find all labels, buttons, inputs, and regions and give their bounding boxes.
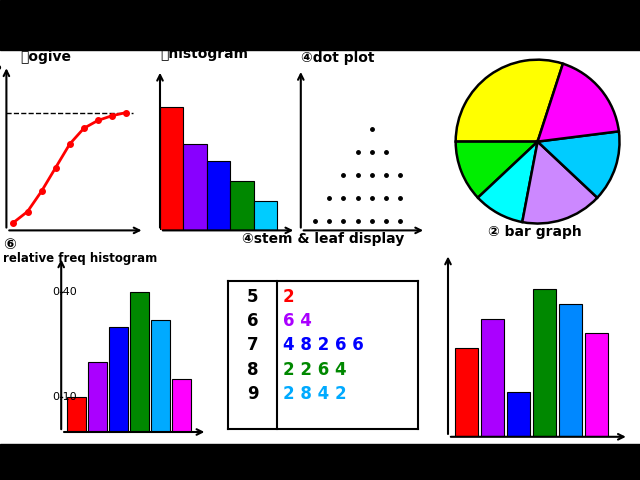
Text: 0.10: 0.10 [52, 392, 77, 402]
Bar [67, 397, 86, 432]
Wedge shape [538, 132, 620, 198]
Bar [586, 334, 607, 437]
Bar [184, 144, 207, 230]
Text: 5: 5 [246, 288, 258, 306]
Text: relative freq histogram: relative freq histogram [3, 252, 157, 264]
Text: ⓦogive: ⓦogive [20, 50, 72, 64]
Text: ② bar graph: ② bar graph [488, 225, 582, 239]
Bar [559, 304, 582, 437]
Text: 8: 8 [246, 360, 258, 379]
Text: ④stem & leaf display: ④stem & leaf display [242, 232, 404, 246]
Text: Types of Graphs: Types of Graphs [220, 21, 420, 41]
Bar [160, 107, 184, 230]
Text: 2 2 6 4: 2 2 6 4 [283, 360, 347, 379]
Text: 9: 9 [246, 385, 259, 403]
Wedge shape [456, 60, 563, 142]
Bar [130, 292, 149, 432]
Text: %: % [0, 60, 1, 73]
Text: 4 8 2 6 6: 4 8 2 6 6 [283, 336, 364, 354]
Bar [508, 393, 530, 437]
Wedge shape [478, 142, 538, 222]
Bar [109, 327, 128, 432]
Bar [207, 161, 230, 230]
Bar [230, 181, 254, 230]
Bar [456, 348, 477, 437]
Bar [88, 362, 107, 432]
Bar [172, 379, 191, 432]
Text: ⑥: ⑥ [3, 237, 16, 252]
Text: 7: 7 [246, 336, 259, 354]
Text: 6: 6 [246, 312, 258, 330]
Bar [533, 289, 556, 437]
Text: 2: 2 [283, 288, 294, 306]
Bar [254, 201, 277, 230]
Text: 6 4: 6 4 [283, 312, 312, 330]
Wedge shape [522, 142, 597, 224]
Text: ⓤhistogram: ⓤhistogram [160, 47, 248, 60]
Text: ④dot plot: ④dot plot [301, 51, 374, 65]
Text: ① circle pie graph: ① circle pie graph [411, 21, 535, 34]
Wedge shape [456, 142, 538, 198]
Text: 2 8 4 2: 2 8 4 2 [283, 385, 347, 403]
Bar [151, 320, 170, 432]
Wedge shape [538, 64, 619, 142]
Bar [481, 319, 504, 437]
Text: 0.40: 0.40 [52, 287, 77, 297]
